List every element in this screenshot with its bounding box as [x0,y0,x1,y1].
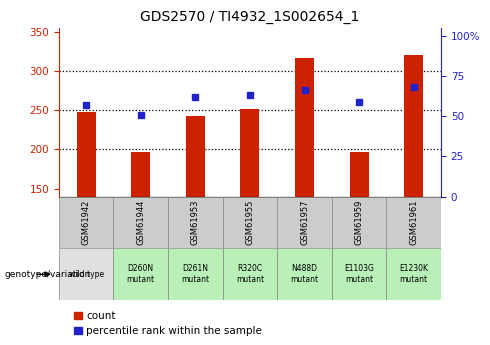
Bar [168,248,222,300]
Bar [59,197,113,248]
Bar [168,197,222,248]
Bar [387,248,441,300]
Bar [349,152,368,197]
Text: E1230K
mutant: E1230K mutant [399,264,428,284]
Bar [240,109,260,197]
Text: N488D
mutant: N488D mutant [291,264,318,284]
Bar [277,248,332,300]
Bar [332,248,387,300]
Bar [113,197,168,248]
Text: GSM61944: GSM61944 [136,200,145,245]
Bar [113,248,168,300]
Text: wild type: wild type [69,270,104,279]
Bar [222,197,277,248]
Bar [387,197,441,248]
Text: R320C
mutant: R320C mutant [236,264,264,284]
Text: D261N
mutant: D261N mutant [181,264,209,284]
Text: E1103G
mutant: E1103G mutant [344,264,374,284]
Bar [222,248,277,300]
Text: GSM61959: GSM61959 [355,200,364,245]
Bar [295,58,314,197]
Legend: count, percentile rank within the sample: count, percentile rank within the sample [74,311,262,336]
Text: genotype/variation: genotype/variation [5,270,91,279]
Bar [131,152,150,197]
Bar [277,197,332,248]
Bar [76,112,96,197]
Text: D260N
mutant: D260N mutant [126,264,155,284]
Bar [404,55,423,197]
Bar [332,197,387,248]
Text: GSM61955: GSM61955 [245,200,254,245]
Text: GSM61953: GSM61953 [191,200,200,245]
Bar [59,248,113,300]
Title: GDS2570 / TI4932_1S002654_1: GDS2570 / TI4932_1S002654_1 [140,10,360,24]
Text: GSM61942: GSM61942 [82,200,91,245]
Text: GSM61961: GSM61961 [409,200,418,245]
Text: GSM61957: GSM61957 [300,200,309,245]
Bar [186,116,205,197]
